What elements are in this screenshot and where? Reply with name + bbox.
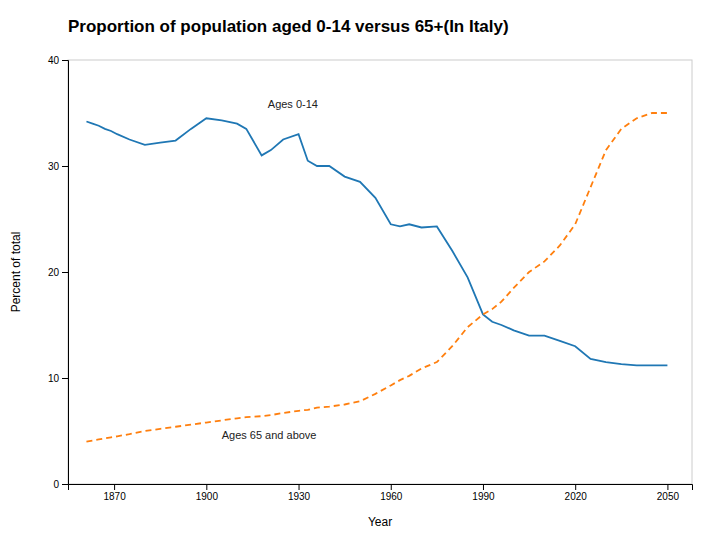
y-tick-mark [62, 378, 68, 379]
x-tick-label: 2020 [565, 491, 588, 502]
annotation: Ages 0-14 [268, 98, 318, 110]
x-tick-mark [483, 484, 484, 490]
y-tick: 20 [48, 267, 68, 278]
x-tick: 1900 [196, 484, 219, 502]
x-tick-label: 1960 [380, 491, 403, 502]
y-tick: 10 [48, 373, 68, 384]
y-tick-label: 40 [48, 55, 60, 66]
x-tick-label: 2050 [657, 491, 680, 502]
x-tick-mark [667, 484, 668, 490]
y-axis: 0 10 20 30 40 [48, 55, 69, 490]
x-tick-mark [206, 484, 207, 490]
x-tick: 1990 [472, 484, 495, 502]
x-tick-label: 1930 [288, 491, 311, 502]
x-tick: 2020 [565, 484, 588, 502]
x-tick: 1960 [380, 484, 403, 502]
x-tick-label: 1990 [472, 491, 495, 502]
y-tick-label: 10 [48, 373, 60, 384]
y-axis-line [62, 61, 69, 485]
x-axis-title: Year [368, 515, 392, 529]
x-axis: 1870 1900 1930 1960 1990 2020 2050 [69, 484, 693, 502]
x-tick: 1930 [288, 484, 311, 502]
plot-area [86, 113, 667, 442]
x-axis-line [69, 485, 693, 491]
annotation: Ages 65 and above [222, 429, 317, 441]
x-tick-mark [114, 484, 115, 490]
x-tick-label: 1900 [196, 491, 219, 502]
y-tick-label: 0 [53, 479, 59, 490]
x-tick: 1870 [103, 484, 126, 502]
series-line [86, 118, 667, 365]
y-tick-label: 30 [48, 161, 60, 172]
y-tick-mark [62, 60, 68, 61]
chart: 1870 1900 1930 1960 1990 2020 2050 0 10 20 30 40 Age… [0, 0, 720, 540]
y-tick: 30 [48, 161, 68, 172]
x-tick-mark [299, 484, 300, 490]
y-tick: 0 [53, 479, 68, 490]
x-tick-mark [575, 484, 576, 490]
y-axis-title: Percent of total [9, 232, 23, 313]
y-tick-label: 20 [48, 267, 60, 278]
series-line [86, 113, 667, 442]
plot-frame [68, 60, 692, 484]
y-tick-mark [62, 484, 68, 485]
y-tick: 40 [48, 55, 68, 66]
title: Proportion of population aged 0-14 versu… [68, 17, 509, 36]
y-tick-mark [62, 272, 68, 273]
y-tick-mark [62, 166, 68, 167]
annotations: Ages 0-14 Ages 65 and above [222, 98, 318, 442]
x-tick-mark [391, 484, 392, 490]
x-tick: 2050 [657, 484, 680, 502]
x-tick-label: 1870 [103, 491, 126, 502]
